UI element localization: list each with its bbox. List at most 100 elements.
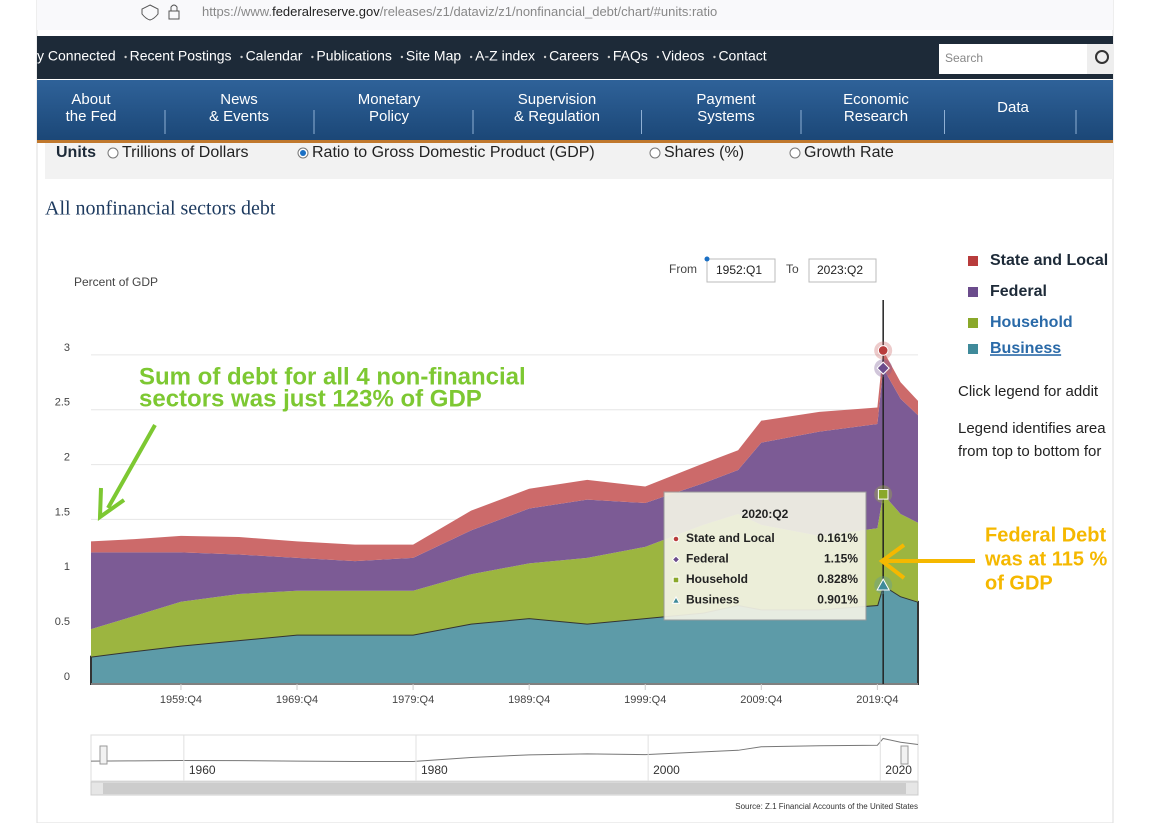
legend-note: Legend identifies area [958, 420, 1106, 437]
chart-title: All nonfinancial sectors debt [45, 198, 276, 220]
from-input[interactable] [706, 258, 776, 283]
annotation-arrow [878, 543, 975, 580]
tooltip-value: 0.901% [817, 593, 858, 607]
legend-entry[interactable]: State and Local [990, 252, 1108, 269]
separator [469, 55, 473, 59]
search-button[interactable] [1087, 44, 1113, 74]
to-value: 2023:Q2 [817, 263, 863, 277]
tooltip-name: Business [686, 593, 740, 607]
x-tick-label: 1969:Q4 [276, 694, 318, 706]
radio-label[interactable]: Trillions of Dollars [122, 144, 249, 161]
nav-link[interactable]: Recent Postings [130, 48, 232, 64]
to-label: To [786, 262, 799, 276]
radio[interactable] [107, 147, 119, 159]
nav-link[interactable]: Publications [316, 48, 392, 64]
tooltip-name: State and Local [686, 531, 775, 545]
separator [400, 55, 404, 59]
menu-item[interactable]: the Fed [66, 108, 117, 125]
legend-swatch [968, 344, 978, 354]
menu-item[interactable]: Monetary [358, 91, 421, 108]
marker-circle [672, 535, 680, 543]
radio-label[interactable]: Growth Rate [804, 144, 894, 161]
x-tick-label: 1989:Q4 [508, 694, 550, 706]
y-tick-label: 1 [64, 561, 70, 573]
page-frame [36, 0, 1114, 823]
x-tick-label: 1999:Q4 [624, 694, 666, 706]
legend-entry[interactable]: Federal [990, 283, 1047, 300]
radio-label[interactable]: Ratio to Gross Domestic Product (GDP) [312, 144, 595, 161]
to-input[interactable] [808, 258, 877, 283]
legend-swatch [968, 318, 978, 328]
units-bar [45, 143, 1113, 179]
from-label: From [669, 262, 697, 276]
marker-square [877, 489, 889, 500]
menu-item[interactable]: Policy [369, 108, 410, 125]
radio-label[interactable]: Shares (%) [664, 144, 744, 161]
nav-link[interactable]: A-Z index [475, 48, 535, 64]
navigator-tick-label: 2020 [885, 763, 912, 777]
y-tick-label: 0.5 [55, 616, 70, 628]
menu-accent [37, 140, 1113, 143]
nav-link[interactable]: FAQs [613, 48, 648, 64]
legend-entry[interactable]: Household [990, 314, 1073, 331]
menu-item[interactable]: & Regulation [514, 108, 600, 125]
menu-item[interactable]: & Events [209, 108, 269, 125]
annotation: of GDP [985, 572, 1053, 594]
scrollbar-thumb[interactable] [103, 783, 906, 794]
menu-item[interactable]: Data [997, 99, 1029, 116]
menu-item[interactable]: Systems [697, 108, 755, 125]
tooltip-value: 1.15% [824, 552, 858, 566]
menu-item[interactable]: Payment [696, 91, 756, 108]
navigator-handle[interactable] [99, 745, 108, 765]
separator [124, 55, 127, 59]
y-tick-label: 1.5 [55, 506, 70, 518]
top-nav [37, 36, 1113, 79]
search-icon [1095, 50, 1109, 64]
shield-icon [141, 4, 159, 21]
menu-item[interactable]: Research [844, 108, 908, 125]
url[interactable]: https://www.federalreserve.gov/releases/… [202, 4, 717, 19]
annotation: was at 115 % [984, 548, 1108, 570]
marker-square [672, 576, 680, 584]
radio[interactable] [649, 147, 661, 159]
nav-link[interactable]: Videos [662, 48, 705, 64]
area [91, 368, 918, 630]
separator [240, 55, 243, 59]
legend-entry[interactable]: Business [990, 340, 1061, 357]
y-tick-label: 2.5 [55, 397, 70, 409]
nav-link[interactable]: Site Map [406, 48, 461, 64]
menu-item[interactable]: About [71, 91, 111, 108]
navigator-line [90, 737, 919, 762]
annotation-arrow [97, 424, 157, 521]
separator [311, 55, 314, 59]
navigator-handle[interactable] [900, 745, 909, 765]
lock-icon [168, 10, 180, 20]
nav-link[interactable]: Calendar [246, 48, 303, 64]
x-tick-label: 1979:Q4 [392, 694, 434, 706]
menu-item[interactable]: Supervision [518, 91, 596, 108]
browser-bar [37, 0, 1113, 30]
tooltip-name: Household [686, 572, 748, 586]
tooltip-value: 0.828% [817, 572, 858, 586]
navigator [90, 734, 919, 782]
menu-item[interactable]: News [220, 91, 258, 108]
separator [713, 55, 716, 59]
url-domain: federalreserve.gov [272, 4, 380, 19]
radio[interactable] [789, 147, 801, 159]
nav-link[interactable]: Contact [718, 48, 766, 64]
marker-diamond [671, 555, 681, 564]
nav-link[interactable]: y Connected [37, 48, 116, 64]
x-tick-label: 2019:Q4 [856, 694, 898, 706]
annotation: sectors was just 123% of GDP [139, 385, 482, 412]
search-box[interactable] [939, 44, 1087, 74]
menu-item[interactable]: Economic [843, 91, 909, 108]
marker-diamond [876, 361, 890, 375]
tooltip-title: 2020:Q2 [742, 507, 789, 521]
navigator-tick-label: 1960 [189, 763, 216, 777]
main-menu [37, 80, 1113, 140]
nav-link[interactable]: Careers [549, 48, 599, 64]
annotation: Federal Debt [985, 524, 1106, 546]
x-tick-label: 1959:Q4 [160, 694, 202, 706]
legend-swatch [968, 287, 978, 297]
